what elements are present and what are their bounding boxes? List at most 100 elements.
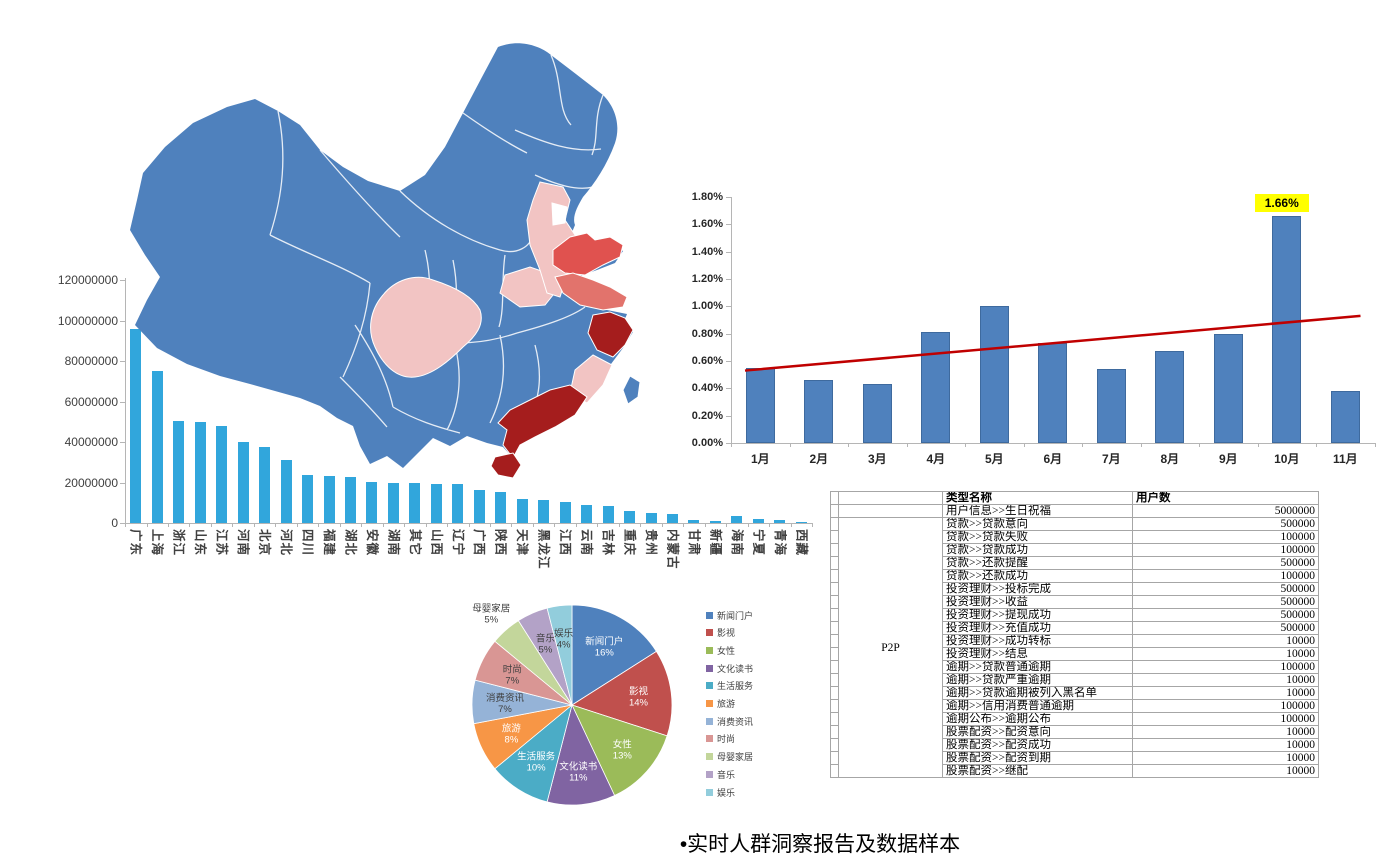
category-label: 湖南 <box>386 529 401 557</box>
y-tick <box>726 279 731 280</box>
bar <box>1330 391 1360 443</box>
month-label: 2月 <box>809 452 829 466</box>
legend-label: 旅游 <box>717 699 736 709</box>
category-label: 湖北 <box>343 529 358 557</box>
type-name-cell: 股票配资>>配资到期 <box>942 751 1133 765</box>
bar <box>624 510 635 524</box>
type-name-cell: 逾期>>贷款普通逾期 <box>942 660 1133 674</box>
pie-slice-label: 新闻门户 16% <box>585 635 623 658</box>
x-tick <box>232 523 234 527</box>
china-map <box>130 43 641 479</box>
y-tick <box>726 306 731 308</box>
row-stub <box>830 595 839 609</box>
type-name-cell: 贷款>>贷款失败 <box>942 530 1133 544</box>
x-tick <box>1082 443 1083 447</box>
type-name-cell: 投资理财>>成功转标 <box>942 634 1133 648</box>
user-count-cell: 500000 <box>1132 582 1319 596</box>
y-tick <box>120 320 125 322</box>
bar <box>731 516 743 523</box>
bar <box>323 476 335 523</box>
legend-label: 时尚 <box>717 734 736 745</box>
x-tick <box>790 523 792 527</box>
category-label: 广东 <box>128 529 143 557</box>
bar <box>667 514 678 523</box>
user-count-cell: 10000 <box>1132 634 1319 648</box>
legend-label: 文化读书 <box>717 663 754 674</box>
category-label: 黑龙江 <box>536 529 551 570</box>
pie-slice <box>571 704 668 797</box>
y-tick <box>120 482 125 484</box>
user-count-cell: 10000 <box>1132 751 1319 765</box>
bar <box>495 491 507 523</box>
y-tick-label: 80000000 <box>64 354 118 368</box>
bar <box>862 384 892 443</box>
legend-swatch <box>706 753 713 761</box>
bar <box>194 421 206 524</box>
category-label: 安徽 <box>364 529 379 557</box>
bar <box>387 482 399 523</box>
bar <box>280 460 292 523</box>
bar <box>344 477 356 523</box>
pie-slice <box>546 703 616 806</box>
legend-swatch <box>706 788 713 796</box>
y-tick <box>120 361 125 362</box>
y-tick <box>726 251 731 253</box>
legend-label: 娱乐 <box>717 787 736 798</box>
bar <box>130 328 142 523</box>
x-tick <box>965 443 966 447</box>
row-stub <box>830 504 839 518</box>
type-name-cell: 逾期公布>>逾期公布 <box>942 712 1133 726</box>
col-header-name: 类型名称 <box>942 491 1133 505</box>
y-tick-label: 1.80% <box>691 191 723 203</box>
pie-slice-label: 影视 14% <box>629 686 649 709</box>
x-tick <box>1140 443 1142 447</box>
bar <box>216 425 228 523</box>
user-count-cell: 100000 <box>1132 530 1319 544</box>
type-name-cell: 逾期>>贷款逾期被列入黑名单 <box>942 686 1133 700</box>
user-count-cell: 5000000 <box>1132 504 1319 518</box>
legend-label: 新闻门户 <box>717 610 754 621</box>
user-count-cell: 100000 <box>1132 569 1319 583</box>
bar <box>645 512 657 523</box>
y-axis-line <box>125 278 126 523</box>
x-tick <box>275 523 277 527</box>
bar <box>709 521 721 523</box>
category-label: 海南 <box>729 529 744 557</box>
month-label: 7月 <box>1101 452 1121 466</box>
pie-slice <box>546 604 573 706</box>
bar <box>1213 333 1243 443</box>
type-name-cell: 股票配资>>配资成功 <box>942 738 1133 752</box>
x-tick <box>404 523 406 527</box>
bar <box>259 447 270 523</box>
x-tick <box>640 523 642 527</box>
month-label: 11月 <box>1332 452 1358 466</box>
caption: •实时人群洞察报告及数据样本 <box>679 833 961 856</box>
bar <box>559 502 571 523</box>
category-label: 山东 <box>193 529 208 557</box>
bar <box>516 499 528 523</box>
category-label: 四川 <box>300 529 315 557</box>
bar <box>302 475 313 523</box>
x-tick <box>1023 443 1025 447</box>
map-region-shandong <box>552 232 624 276</box>
category-label: 江苏 <box>214 529 229 557</box>
y-tick-label: 1.00% <box>691 300 723 313</box>
bar <box>921 332 951 443</box>
type-name-cell: 投资理财>>收益 <box>942 595 1133 609</box>
legend-swatch <box>706 700 713 707</box>
y-tick <box>120 442 125 443</box>
monthly-rate-chart: 0.00% 0.20% 0.40% 0.60% 0.80% 1.00% 1.20% 1.40%… <box>620 170 1390 470</box>
user-count-cell: 500000 <box>1132 556 1319 570</box>
type-name-cell: 贷款>>还款提醒 <box>942 556 1133 570</box>
y-tick-label: 1.20% <box>691 273 723 285</box>
x-tick <box>1257 443 1259 447</box>
bar <box>745 367 775 443</box>
legend-item: 时尚 <box>706 731 735 747</box>
category-label: 福建 <box>322 529 336 557</box>
row-stub <box>830 517 839 531</box>
type-name-cell: 贷款>>还款成功 <box>942 569 1133 583</box>
province-bar-chart: 0 20000000 40000000 60000000 80000000 1000000… <box>0 0 830 620</box>
data-table: 类型名称 用户数 用户信息>>生日祝福 5000000 P2P 贷款>>贷款意向 50000… <box>830 491 1319 778</box>
pie-slice-label: 女性 13% <box>613 738 633 761</box>
row-stub <box>830 556 839 570</box>
